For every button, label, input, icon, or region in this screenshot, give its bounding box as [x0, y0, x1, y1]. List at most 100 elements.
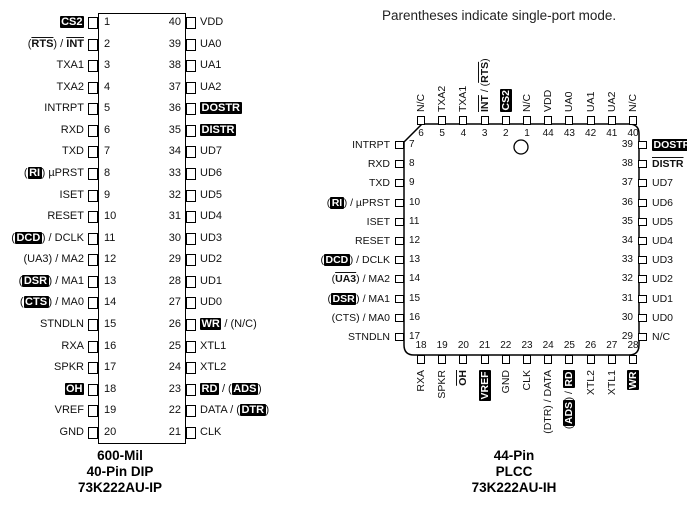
- plcc-caption-line3: 73K222AU-IH: [471, 480, 557, 495]
- plcc-pin-label: UD5: [652, 216, 673, 228]
- plcc-pin-number: 32: [621, 273, 633, 285]
- dip-pin-label: (DCD) / DCLK: [0, 231, 84, 245]
- dip-pin-number: 17: [104, 361, 117, 374]
- plcc-pin-label: UA0: [562, 16, 576, 112]
- plcc-pin-lead: [638, 237, 647, 245]
- plcc-pin-lead: [638, 198, 647, 207]
- plcc-pin-number: 2: [503, 128, 509, 139]
- pin-label-segment: RESET: [47, 210, 84, 223]
- pin-label-segment: UD6: [652, 196, 674, 209]
- dip-pin-label: RXD: [0, 124, 84, 137]
- dip-pin-number: 10: [104, 210, 117, 223]
- plcc-pin-number: 11: [409, 215, 420, 227]
- dip-pin-lead: [186, 232, 196, 245]
- dip-pin-label: XTL1: [200, 340, 226, 353]
- dip-pin-number: 38: [168, 59, 181, 72]
- pin-label-segment: RTS: [31, 37, 54, 50]
- dip-pin-lead: [88, 254, 98, 267]
- dip-pin-number: 5: [104, 102, 111, 115]
- pin-label-segment: XTL2: [200, 361, 227, 374]
- plcc-pin-number: 4: [460, 128, 467, 139]
- pin-label-segment: INT: [66, 37, 84, 50]
- plcc-pin-number: 1: [524, 128, 530, 139]
- pin-label-segment: (: [331, 273, 336, 286]
- plcc-pin-lead: [417, 116, 425, 125]
- plcc-pin-number: 40: [627, 128, 639, 139]
- dip-pin-label: (RI) µPRST: [0, 166, 84, 180]
- plcc-pin-lead: [607, 355, 616, 364]
- plcc-pin-lead: [638, 141, 647, 149]
- plcc-pin-lead: [638, 217, 647, 226]
- pin-label-segment: UD0: [652, 311, 674, 324]
- plcc-pin-label: (DCD) / DCLK: [240, 254, 390, 267]
- dip-pin-lead: [88, 38, 98, 51]
- dip-pin-lead: [186, 340, 196, 353]
- pin-label-segment: DCD: [14, 231, 42, 244]
- dip-pin-lead: [88, 340, 98, 353]
- plcc-pin-lead: [480, 355, 489, 364]
- plcc-pin-lead: [501, 355, 510, 364]
- dip-pin-number: 31: [168, 210, 181, 223]
- plcc-pin-lead: [417, 355, 425, 364]
- plcc-pin-label: UD7: [652, 177, 673, 189]
- dip-pin-number: 13: [104, 274, 117, 287]
- plcc-pin-number: 29: [621, 331, 633, 342]
- plcc-pin-number: 37: [621, 177, 633, 189]
- pin-label-segment: TXA2: [436, 85, 449, 112]
- plcc-pin-lead: [629, 116, 637, 125]
- dip-pin-label: (UA3) / MA2: [0, 253, 84, 266]
- dip-pin-number: 20: [104, 425, 117, 438]
- dip-pin-lead: [186, 254, 196, 267]
- pin-label-segment: ) / MA2: [356, 273, 390, 286]
- plcc-pin-label: (UA3) / MA2: [240, 273, 390, 285]
- plcc-pin-lead: [395, 141, 404, 149]
- dip-pin-number: 1: [104, 16, 111, 28]
- dip-pin-label: UD0: [200, 296, 222, 309]
- pin-label-segment: (: [11, 231, 15, 244]
- pin-label-segment: RESET: [354, 235, 390, 247]
- plcc-pin-lead: [607, 116, 616, 125]
- pin-label-segment: (: [327, 292, 331, 305]
- dip-pin-lead: [186, 275, 196, 288]
- plcc-pin-lead: [544, 116, 553, 125]
- plcc-pin-label: N/C: [652, 331, 670, 343]
- pin-label-segment: ADS: [563, 400, 576, 426]
- dip-pin-number: 22: [168, 404, 181, 417]
- plcc-pin-label: N/C: [626, 16, 640, 112]
- pin-label-segment: TXA1: [56, 59, 84, 72]
- plcc-pin-lead: [638, 333, 647, 341]
- dip-pin-lead: [88, 383, 98, 396]
- pin-label-segment: RXD: [60, 123, 84, 136]
- pin-label-segment: N/C: [627, 93, 639, 112]
- dip-pin-lead: [88, 103, 98, 116]
- pin-label-segment: CS2: [499, 88, 512, 112]
- dip-pin-number: 30: [168, 231, 181, 244]
- dip-pin-label: CLK: [200, 426, 221, 439]
- pin-label-segment: GND: [59, 425, 84, 438]
- pin-label-segment: ) /: [53, 37, 67, 50]
- pin-label-segment: DISTR: [200, 123, 236, 136]
- dip-pin-label: OH: [0, 382, 84, 396]
- pin-label-segment: UD0: [200, 296, 223, 309]
- plcc-pin-number: 30: [621, 311, 633, 323]
- dip-pin-number: 34: [168, 145, 181, 158]
- plcc-pin-number: 28: [627, 340, 639, 351]
- dip-pin-label: DISTR: [200, 123, 236, 137]
- plcc-pin-number: 20: [457, 340, 469, 351]
- pin-label-segment: UA0: [563, 91, 576, 112]
- pin-label-segment: CLK: [200, 425, 222, 438]
- dip-pin-label: DATA / (DTR): [200, 404, 269, 417]
- dip-pin-lead: [88, 297, 98, 310]
- pin-label-segment: ): [478, 58, 491, 62]
- pin-label-segment: ) /: [563, 388, 576, 401]
- dip-pin-label: TXD: [0, 145, 84, 158]
- pin-label-segment: (: [320, 254, 324, 267]
- pin-label-segment: RTS: [478, 61, 491, 83]
- pin1-indicator-dot: [513, 139, 529, 155]
- plcc-pin-number: 38: [621, 158, 633, 170]
- pin-label-segment: / (: [218, 382, 232, 395]
- pin-label-segment: TXD: [369, 177, 390, 190]
